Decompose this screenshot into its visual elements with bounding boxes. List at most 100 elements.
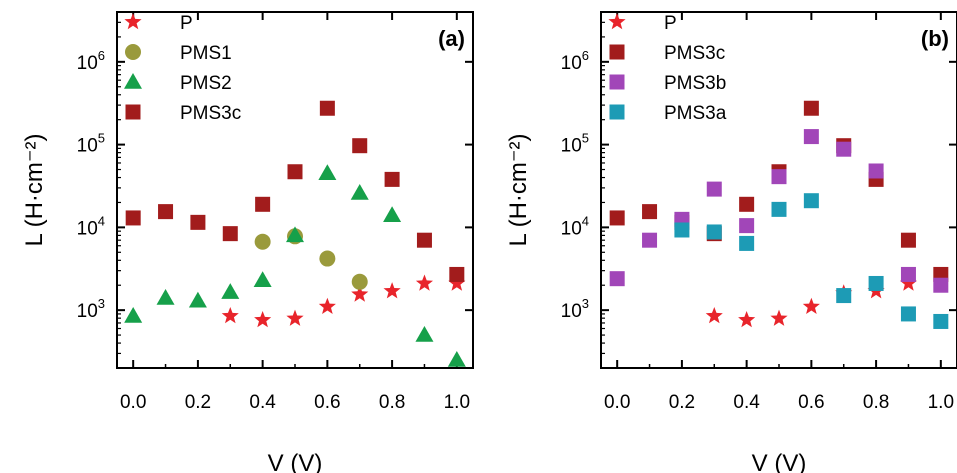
data-point bbox=[900, 232, 916, 248]
data-point bbox=[739, 235, 755, 251]
data-point bbox=[900, 306, 916, 322]
data-point bbox=[286, 309, 304, 326]
data-point bbox=[222, 226, 238, 242]
data-point bbox=[415, 326, 434, 342]
legend-marker bbox=[125, 104, 141, 120]
legend-marker bbox=[609, 44, 625, 60]
x-tick-label: 0.0 bbox=[604, 392, 630, 413]
x-tick-label: 0.2 bbox=[185, 392, 211, 413]
series-pms2 bbox=[124, 164, 466, 367]
data-point bbox=[803, 100, 819, 116]
legend-marker bbox=[125, 44, 141, 60]
data-point bbox=[836, 141, 852, 157]
data-point bbox=[899, 274, 917, 291]
y-tick-label: 106 bbox=[77, 48, 105, 74]
data-point bbox=[319, 100, 335, 116]
data-point bbox=[933, 313, 949, 329]
x-tick-label: 0.6 bbox=[798, 392, 824, 413]
y-tick-label: 104 bbox=[561, 213, 589, 239]
data-point bbox=[868, 275, 884, 291]
data-point bbox=[447, 350, 466, 367]
data-point bbox=[739, 218, 755, 234]
y-tick-base: 10 bbox=[77, 53, 98, 74]
data-point bbox=[674, 222, 690, 238]
x-tick-label: 0.2 bbox=[669, 392, 695, 413]
data-point bbox=[286, 226, 304, 243]
legend-entry: PMS3c bbox=[609, 43, 725, 64]
y-tick-base: 10 bbox=[77, 136, 98, 157]
legend-label: PMS3b bbox=[664, 73, 726, 94]
data-point bbox=[158, 204, 174, 220]
x-tick-label: 0.4 bbox=[733, 392, 760, 413]
data-point bbox=[221, 307, 239, 324]
y-tick-label: 105 bbox=[561, 131, 589, 157]
legend-label: P bbox=[180, 13, 193, 34]
data-point bbox=[125, 210, 141, 226]
data-point bbox=[318, 297, 336, 314]
legend-label: PMS3c bbox=[664, 43, 725, 64]
y-tick-exponent: 6 bbox=[582, 48, 589, 63]
data-point bbox=[706, 181, 722, 197]
data-point bbox=[318, 164, 337, 181]
x-tick-label: 0.4 bbox=[249, 392, 276, 413]
legend-label: PMS3a bbox=[664, 103, 727, 124]
y-tick-base: 10 bbox=[77, 218, 98, 239]
x-tick-label: 0.8 bbox=[863, 392, 889, 413]
legend-entry: PMS3a bbox=[609, 103, 727, 124]
legend-marker bbox=[124, 73, 142, 89]
data-point bbox=[415, 274, 433, 291]
y-tick-label: 103 bbox=[77, 296, 105, 322]
legend-entry: PMS1 bbox=[125, 43, 232, 64]
y-tick-exponent: 4 bbox=[582, 213, 589, 228]
legend-entry: P bbox=[124, 13, 193, 34]
y-tick-exponent: 6 bbox=[98, 48, 105, 63]
data-point bbox=[803, 193, 819, 209]
legend-entry: PMS3b bbox=[609, 73, 726, 94]
legend-label: P bbox=[664, 13, 677, 34]
data-point bbox=[642, 232, 658, 248]
data-point bbox=[449, 266, 465, 282]
data-point bbox=[802, 297, 820, 314]
series-p bbox=[705, 274, 917, 328]
data-point bbox=[770, 309, 788, 326]
legend-marker bbox=[609, 104, 625, 120]
data-point bbox=[255, 196, 271, 212]
data-point bbox=[836, 288, 852, 304]
x-tick-label: 0.8 bbox=[379, 392, 405, 413]
data-point bbox=[221, 283, 240, 299]
data-point bbox=[352, 138, 368, 154]
data-point bbox=[351, 273, 368, 290]
legend-label: PMS1 bbox=[180, 43, 232, 64]
data-point bbox=[350, 184, 369, 200]
series-pms3a bbox=[674, 193, 949, 329]
panel-label: (a) bbox=[438, 26, 465, 51]
x-tick-label: 1.0 bbox=[928, 392, 954, 413]
data-point bbox=[319, 250, 336, 267]
data-point bbox=[416, 232, 432, 248]
data-point bbox=[253, 271, 272, 287]
y-tick-base: 10 bbox=[77, 301, 98, 322]
x-tick-label: 1.0 bbox=[444, 392, 470, 413]
data-point bbox=[383, 282, 401, 299]
data-point bbox=[383, 206, 402, 223]
legend-label: PMS3c bbox=[180, 103, 241, 124]
legend-marker bbox=[124, 13, 142, 30]
data-point bbox=[124, 306, 143, 323]
data-point bbox=[254, 311, 272, 328]
y-tick-exponent: 5 bbox=[582, 131, 589, 146]
series-p bbox=[221, 274, 466, 328]
y-tick-exponent: 3 bbox=[98, 296, 105, 311]
data-point bbox=[705, 307, 723, 324]
data-point bbox=[771, 201, 787, 217]
data-point bbox=[254, 233, 271, 250]
data-point bbox=[351, 285, 369, 302]
x-tick-label: 0.6 bbox=[314, 392, 340, 413]
y-tick-base: 10 bbox=[561, 218, 582, 239]
data-point bbox=[287, 164, 303, 180]
y-tick-exponent: 4 bbox=[98, 213, 105, 228]
y-tick-base: 10 bbox=[561, 53, 582, 74]
y-tick-label: 105 bbox=[77, 131, 105, 157]
series-pms3c bbox=[125, 100, 465, 282]
